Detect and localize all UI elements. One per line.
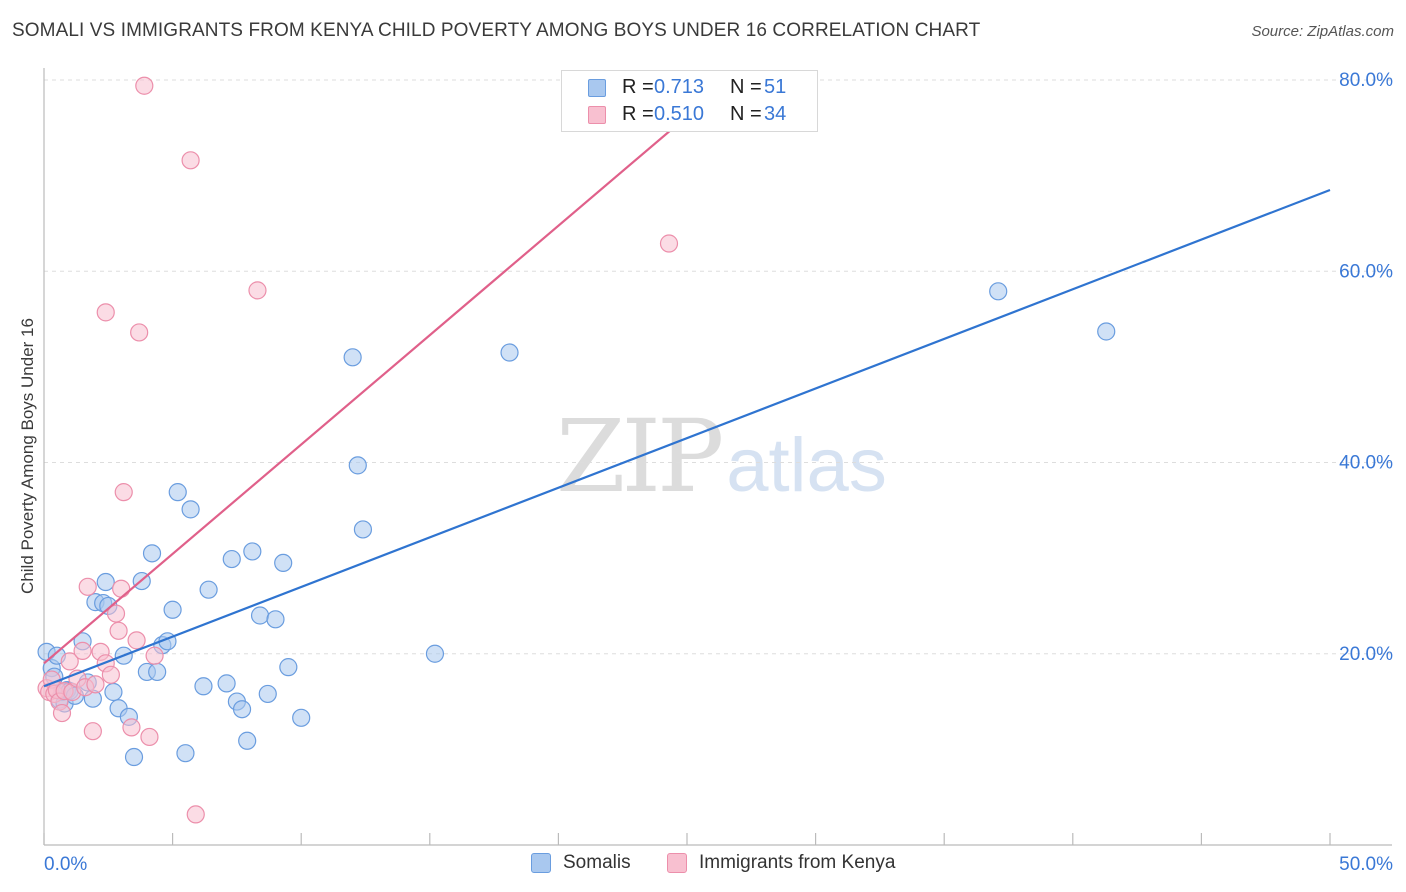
kenya-point [659,234,679,253]
somali-trend-line [43,188,1331,688]
kenya-point [130,323,149,342]
somali-point [142,544,162,563]
legend-n-label: N = [730,103,762,125]
legend-r-value: 0.510 [654,103,705,125]
somali-point [176,744,195,763]
somali-point [96,572,115,592]
kenya-point [112,579,131,598]
legend-swatch-somalis [588,79,606,97]
somali-point [104,682,123,702]
somali-point [148,662,167,682]
kenya-point [135,76,154,95]
somali-point [124,747,144,767]
kenya-point [101,665,120,684]
kenya-point [96,303,115,322]
zipatlas-watermark: ZIPatlas [556,398,887,515]
bottom-legend-swatch-kenya [667,853,687,873]
legend-r-value: 0.713 [654,76,705,98]
kenya-trend-line [43,115,688,665]
kenya-point [127,631,146,650]
somali-point [238,731,257,750]
kenya-point [140,727,159,747]
y-tick-label: 40.0% [1339,453,1393,474]
kenya-point [248,281,267,300]
somali-point [425,644,445,663]
somali-point [1097,322,1116,341]
bottom-legend-label: Immigrants from Kenya [699,852,896,873]
axes [43,68,1392,846]
kenya-point [181,151,200,170]
somali-point [222,549,241,569]
kenya-point [114,483,133,502]
somali-point [232,700,252,719]
y-tick-label: 20.0% [1339,644,1393,665]
somali-point [348,456,367,475]
legend-n-value: 34 [764,103,787,125]
somali-points [37,282,1116,767]
bottom-legend-label: Somalis [563,852,631,873]
somali-point [217,674,236,693]
somali-point [353,520,373,539]
kenya-point [145,646,164,665]
kenya-points [37,76,679,824]
somali-point [274,553,293,573]
source-label: Source: ZipAtlas.com [1251,23,1394,40]
chart-title: SOMALI VS IMMIGRANTS FROM KENYA CHILD PO… [12,20,981,41]
watermark-atlas: atlas [726,423,887,508]
somali-point [500,343,519,362]
legend-n-value: 51 [764,76,787,98]
legend-r-label: R = [622,103,654,125]
legend-swatch-kenya [588,106,606,124]
correlation-legend: R = 0.713 N = 51 R = 0.510 N = 34 [561,70,818,132]
legend-r-label: R = [622,76,654,98]
kenya-point [52,703,72,723]
bottom-legend-swatch-somalis [531,853,551,873]
kenya-point [186,805,205,824]
kenya-point [86,675,105,694]
y-tick-label: 60.0% [1339,261,1393,282]
somali-point [181,500,200,519]
legend-n-label: N = [730,76,762,98]
kenya-point [83,722,102,741]
somali-point [258,684,277,704]
somali-point [163,600,182,619]
tick-labels: 20.0% 40.0% 60.0% 80.0% 0.0% 50.0% [44,70,1393,875]
somali-point [279,658,298,677]
somali-point [194,677,213,696]
kenya-point [60,652,79,671]
somali-point [199,580,218,599]
x-tick-label: 50.0% [1339,854,1393,875]
somali-point [168,483,187,502]
y-tick-label: 80.0% [1339,70,1393,91]
kenya-point [73,641,92,660]
kenya-point [78,577,97,596]
trend-lines [43,115,1331,688]
somali-point [266,610,285,629]
somali-point [989,282,1008,301]
somali-point [250,606,270,625]
kenya-point [122,718,141,737]
kenya-point [109,621,128,640]
x-tick-label: 0.0% [44,854,87,875]
somali-point [243,542,262,561]
somali-point [343,348,362,367]
grid-lines [44,79,1392,655]
somali-point [292,708,311,727]
